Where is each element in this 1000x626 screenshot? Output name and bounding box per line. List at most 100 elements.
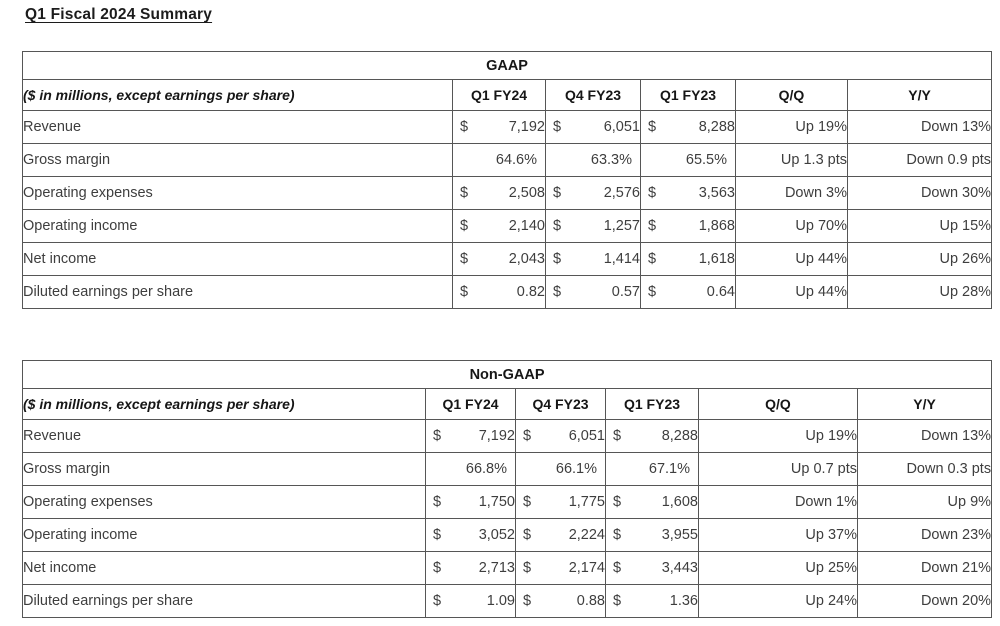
table-row: Operating expenses $2,508 $2,576 $3,563 Down… xyxy=(22,176,993,210)
column-header-yy: Y/Y xyxy=(846,79,993,111)
amount: 1,775 xyxy=(568,494,605,510)
value-cell: $8,288 xyxy=(605,419,699,453)
qq-change-cell: Up 70% xyxy=(735,209,848,243)
value-cell: $1,414 xyxy=(545,242,641,276)
amount: 2,224 xyxy=(568,527,605,543)
dollar-sign: $ xyxy=(648,185,657,201)
dollar-sign: $ xyxy=(553,185,562,201)
qq-change-cell: Up 25% xyxy=(698,551,858,585)
table-title: Non-GAAP xyxy=(21,360,993,389)
table-title-row: Non-GAAP xyxy=(21,360,993,389)
yy-change-cell: Up 26% xyxy=(846,242,993,276)
column-header-qq: Q/Q xyxy=(698,388,858,420)
amount: 1,608 xyxy=(661,494,698,510)
value-cell: 66.8% xyxy=(425,452,516,486)
amount: 3,052 xyxy=(478,527,515,543)
column-header-q1fy23: Q1 FY23 xyxy=(640,79,736,111)
table-row: Diluted earnings per share $0.82 $0.57 $0.6… xyxy=(22,275,993,309)
amount: 2,713 xyxy=(478,560,515,576)
page-title: Q1 Fiscal 2024 Summary xyxy=(25,6,213,23)
table-row: Net income $2,043 $1,414 $1,618 Up 44% Up 26% xyxy=(22,242,993,276)
value-cell: $7,192 xyxy=(452,110,546,144)
qq-change-cell: Up 0.7 pts xyxy=(698,452,858,486)
value-cell: $2,713 xyxy=(425,551,516,585)
non-gaap-table: Non-GAAP ($ in millions, except earnings… xyxy=(21,360,993,618)
dollar-sign: $ xyxy=(613,593,622,609)
table-row: Operating income $2,140 $1,257 $1,868 Up 70%… xyxy=(22,209,993,243)
table-row: Operating expenses $1,750 $1,775 $1,608 Down… xyxy=(22,485,993,519)
qq-change-cell: Down 3% xyxy=(735,176,848,210)
yy-change-cell: Down 20% xyxy=(856,584,993,618)
value-cell: $2,174 xyxy=(515,551,606,585)
yy-change-cell: Down 0.9 pts xyxy=(846,143,993,177)
row-label: Revenue xyxy=(22,110,453,144)
table-title-row: GAAP xyxy=(21,51,993,80)
dollar-sign: $ xyxy=(460,185,469,201)
table-row: Operating income $3,052 $2,224 $3,955 Up 37%… xyxy=(22,518,993,552)
dollar-sign: $ xyxy=(553,218,562,234)
dollar-sign: $ xyxy=(433,560,442,576)
amount: 8,288 xyxy=(698,119,735,135)
value-cell: $0.88 xyxy=(515,584,606,618)
value-cell: $1,868 xyxy=(640,209,736,243)
value-cell: $2,224 xyxy=(515,518,606,552)
amount: 2,043 xyxy=(508,251,545,267)
row-label: Gross margin xyxy=(22,143,453,177)
row-label: Diluted earnings per share xyxy=(22,584,426,618)
value-cell: $2,508 xyxy=(452,176,546,210)
amount: 1,257 xyxy=(603,218,640,234)
amount: 7,192 xyxy=(508,119,545,135)
value-cell: 66.1% xyxy=(515,452,606,486)
row-label: Diluted earnings per share xyxy=(22,275,453,309)
amount: 0.64 xyxy=(706,284,735,300)
dollar-sign: $ xyxy=(553,284,562,300)
table-row: Revenue $7,192 $6,051 $8,288 Up 19% Down 13% xyxy=(22,110,993,144)
dollar-sign: $ xyxy=(648,218,657,234)
amount: 1,750 xyxy=(478,494,515,510)
qq-change-cell: Down 1% xyxy=(698,485,858,519)
value-cell: $0.64 xyxy=(640,275,736,309)
column-header-q4fy23: Q4 FY23 xyxy=(545,79,641,111)
qq-change-cell: Up 44% xyxy=(735,242,848,276)
column-header-row: ($ in millions, except earnings per shar… xyxy=(22,388,993,420)
value-cell: $1,750 xyxy=(425,485,516,519)
amount: 0.82 xyxy=(516,284,545,300)
amount: 1,868 xyxy=(698,218,735,234)
value-cell: $3,052 xyxy=(425,518,516,552)
dollar-sign: $ xyxy=(433,428,442,444)
dollar-sign: $ xyxy=(613,527,622,543)
gaap-table: GAAP ($ in millions, except earnings per… xyxy=(21,51,993,309)
row-label: Net income xyxy=(22,551,426,585)
unit-label: ($ in millions, except earnings per shar… xyxy=(22,388,426,420)
amount: 6,051 xyxy=(603,119,640,135)
dollar-sign: $ xyxy=(648,251,657,267)
dollar-sign: $ xyxy=(523,560,532,576)
value-cell: $1,618 xyxy=(640,242,736,276)
dollar-sign: $ xyxy=(553,251,562,267)
amount: 2,174 xyxy=(568,560,605,576)
value-cell: $1,608 xyxy=(605,485,699,519)
table-row: Revenue $7,192 $6,051 $8,288 Up 19% Down 13% xyxy=(22,419,993,453)
qq-change-cell: Up 1.3 pts xyxy=(735,143,848,177)
value-cell: $2,140 xyxy=(452,209,546,243)
column-header-q1fy23: Q1 FY23 xyxy=(605,388,699,420)
value-cell: $3,443 xyxy=(605,551,699,585)
row-label: Operating income xyxy=(22,209,453,243)
dollar-sign: $ xyxy=(648,284,657,300)
value-cell: $3,955 xyxy=(605,518,699,552)
dollar-sign: $ xyxy=(613,428,622,444)
dollar-sign: $ xyxy=(460,284,469,300)
amount: 2,508 xyxy=(508,185,545,201)
value-cell: $0.82 xyxy=(452,275,546,309)
dollar-sign: $ xyxy=(613,494,622,510)
yy-change-cell: Up 28% xyxy=(846,275,993,309)
value-cell: $1,775 xyxy=(515,485,606,519)
dollar-sign: $ xyxy=(523,593,532,609)
row-label: Revenue xyxy=(22,419,426,453)
value-cell: $6,051 xyxy=(515,419,606,453)
amount: 1.09 xyxy=(486,593,515,609)
gaap-table-body: Revenue $7,192 $6,051 $8,288 Up 19% Down 13% G… xyxy=(22,110,993,309)
amount: 1,414 xyxy=(603,251,640,267)
table-title: GAAP xyxy=(21,51,993,80)
amount: 1,618 xyxy=(698,251,735,267)
